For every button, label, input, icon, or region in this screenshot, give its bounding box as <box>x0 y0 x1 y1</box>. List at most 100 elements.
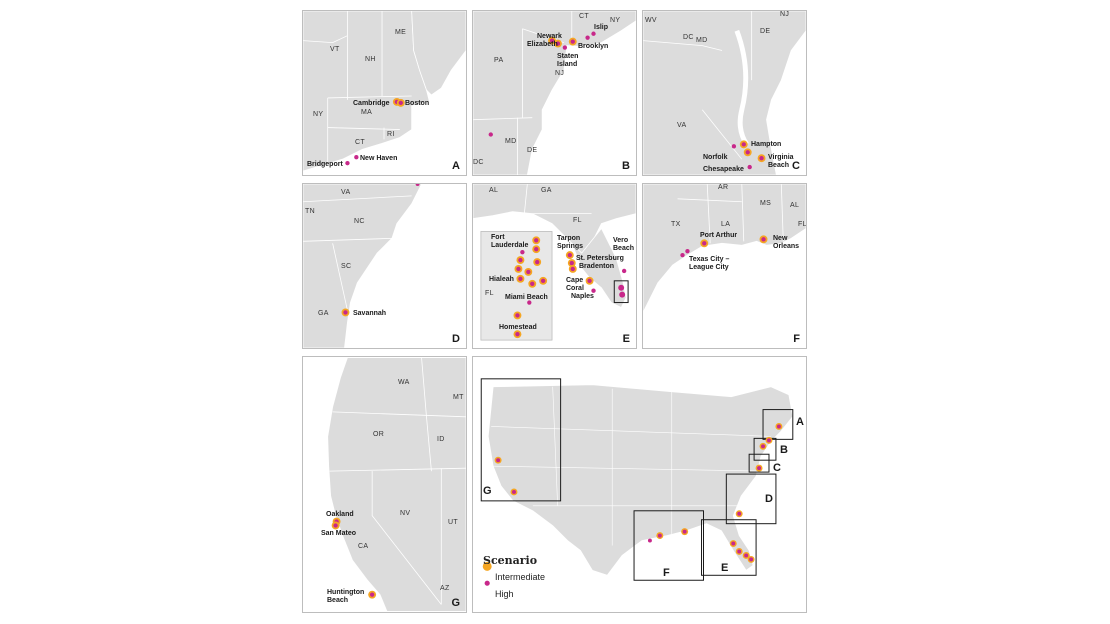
city-label-islip: Islip <box>594 24 609 31</box>
map-panel-f: AR MS AL TX LA FL Port Arthur New Orlean… <box>642 183 807 349</box>
inset-label-b: B <box>780 444 788 456</box>
state-label-az: AZ <box>440 585 450 592</box>
city-label-homestead: Homestead <box>499 324 537 331</box>
city-label-naples: Naples <box>571 293 594 300</box>
state-label-id: ID <box>437 436 445 443</box>
legend-label-intermediate: Intermediate <box>495 572 546 582</box>
city-label-miami-beach: Miami Beach <box>505 294 548 301</box>
city-dot-new-orleans-high <box>761 237 766 242</box>
map-panel-c: WV NJ DC MD DE VA Hampton Norfolk Virgin… <box>642 10 807 176</box>
city-dot-san-mateo-high <box>333 523 338 528</box>
panel-letter-d: D <box>452 333 460 345</box>
state-label-ma: MA <box>361 109 373 116</box>
city-dot-islip <box>591 31 596 36</box>
inset-label-g: G <box>483 485 492 497</box>
overview-us-map <box>473 357 806 612</box>
city-label-boston: Boston <box>405 100 430 107</box>
state-label-la: LA <box>721 221 731 228</box>
state-label-ga: GA <box>541 187 552 194</box>
state-label-nc: NC <box>354 218 365 225</box>
city-label-cambridge: Cambridge <box>353 100 390 107</box>
city-label-new-orleans: New Orleans <box>773 235 800 250</box>
legend-title: Scenario <box>483 554 538 567</box>
city-label-san-mateo: San Mateo <box>321 530 357 537</box>
state-label-ny: NY <box>610 17 621 24</box>
city-label-vero-beach: Vero Beach <box>613 237 635 252</box>
inset-box-a <box>762 409 794 440</box>
state-label-ar: AR <box>718 184 729 191</box>
state-label-ms: MS <box>760 200 772 207</box>
city-dot-islip-2 <box>585 35 590 40</box>
state-label-al: AL <box>790 202 800 209</box>
city-label-tarpon-springs: Tarpon Springs <box>557 235 584 250</box>
city-label-huntington-beach: Huntington Beach <box>327 589 365 604</box>
city-dot-brooklyn-high <box>570 39 575 44</box>
map-panel-b: CT NY PA NJ MD DE DC Newark Elizabeth St… <box>472 10 637 176</box>
city-dot-d-extra <box>415 184 420 186</box>
legend-swatch-intermediate <box>482 561 492 571</box>
map-panel-e: AL GA FL FL Fort Lauderdale Hialeah Miam… <box>472 183 637 349</box>
panel-c-map <box>643 11 806 175</box>
panel-letter-f: F <box>793 333 800 345</box>
state-label-nj: NJ <box>555 70 565 77</box>
city-label-staten-island: Staten Island <box>557 53 579 68</box>
state-label-va: VA <box>341 189 351 196</box>
city-label-brooklyn: Brooklyn <box>578 43 609 50</box>
state-label-ca: CA <box>358 543 369 550</box>
inset-label-d: D <box>765 493 773 505</box>
state-label-mt: MT <box>453 394 464 401</box>
legend-swatch-high <box>484 580 490 586</box>
panel-letter-c: C <box>792 160 800 172</box>
panel-letter-g: G <box>451 597 460 609</box>
city-dot-staten-island <box>562 45 568 50</box>
city-dot-newark-high <box>549 38 555 43</box>
state-label-tx: TX <box>671 221 681 228</box>
city-dot-extra <box>731 144 737 149</box>
city-label-fort-lauderdale: Fort Lauderdale <box>491 234 529 249</box>
panel-letter-e: E <box>622 333 630 345</box>
inset-box-e <box>701 519 757 576</box>
city-label-st-petersburg: St. Petersburg <box>576 255 624 262</box>
panel-letter-b: B <box>622 160 630 172</box>
city-label-savannah: Savannah <box>353 310 387 317</box>
state-label-tn: TN <box>305 208 315 215</box>
state-label-de: DE <box>760 28 771 35</box>
city-label-hialeah: Hialeah <box>489 276 514 283</box>
city-label-chesapeake: Chesapeake <box>703 166 744 173</box>
map-panel-g: WA MT OR ID NV UT CA AZ Oakland San Mate… <box>302 356 467 613</box>
city-label-oakland: Oakland <box>326 511 354 518</box>
state-label-dc: DC <box>473 159 484 166</box>
city-dot-virginia-beach-high <box>759 156 764 161</box>
city-label-bridgeport: Bridgeport <box>307 161 343 168</box>
state-label-al: AL <box>489 187 499 194</box>
city-label-hampton: Hampton <box>751 141 782 148</box>
e-zoom-box <box>613 280 629 304</box>
city-label-texas-city-league-city: Texas City – League City <box>689 256 730 271</box>
inset-box-f <box>633 510 704 581</box>
city-dot-league-city <box>680 252 685 258</box>
state-label-fl: FL <box>798 221 807 228</box>
inset-box-b <box>753 437 777 461</box>
inset-box-d <box>725 473 777 525</box>
panel-e-map <box>473 184 636 348</box>
state-label-wv: WV <box>645 17 657 24</box>
city-label-virginia-beach: Virginia Beach <box>768 154 794 169</box>
city-dot-dc <box>488 132 493 137</box>
state-label-md: MD <box>696 37 708 44</box>
city-label-bradenton: Bradenton <box>579 263 614 270</box>
state-label-nv: NV <box>400 510 411 517</box>
map-panel-a: VT ME NH MA NY CT RI Cambridge Boston Br… <box>302 10 467 176</box>
state-label-nh: NH <box>365 56 376 63</box>
city-dot-texas-city <box>685 249 690 254</box>
inset-label-a: A <box>796 416 804 428</box>
inset-box-c <box>748 453 770 473</box>
state-label-md: MD <box>505 138 517 145</box>
panel-d-map <box>303 184 466 348</box>
inset-box-g <box>480 378 562 502</box>
city-dot-huntington-beach-high <box>369 592 375 597</box>
state-label-ny: NY <box>313 111 324 118</box>
state-label-vt: VT <box>330 46 340 53</box>
miami-inset-box <box>480 231 553 341</box>
city-dot-savannah-high <box>343 310 348 315</box>
city-dot-chesapeake <box>747 164 752 170</box>
